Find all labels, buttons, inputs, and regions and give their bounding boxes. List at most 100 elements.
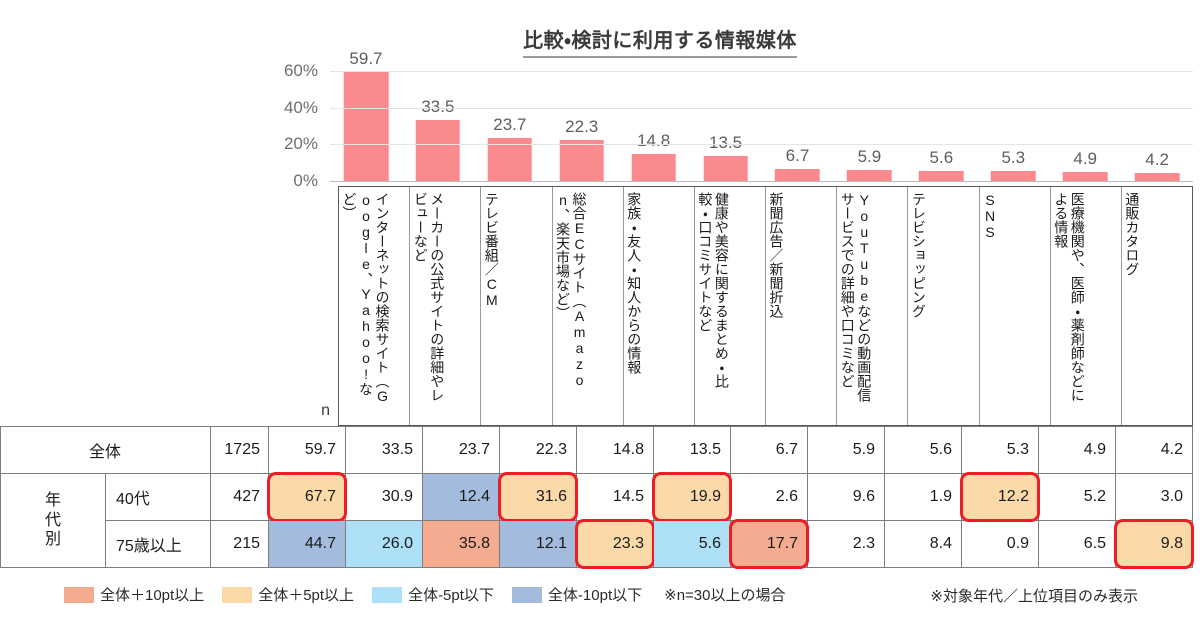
y-axis-tick: 20%	[283, 134, 318, 154]
page-title: 比較・検討に利用する情報媒体	[523, 24, 797, 58]
data-cell: 30.9	[345, 473, 423, 521]
bar-value-label: 14.8	[637, 130, 671, 150]
bar-value-label: 4.9	[1073, 149, 1097, 169]
data-cell: 12.4	[422, 473, 500, 521]
highlight-marker	[1114, 519, 1194, 569]
data-cell: 17.7	[729, 519, 809, 569]
data-cell: 35.8	[422, 520, 500, 568]
data-cell: 9.6	[807, 473, 885, 521]
bar-slot: 59.7	[330, 49, 402, 186]
category-label: 医療機関や、医師・薬剤師などによる情報	[1053, 192, 1086, 402]
row-n-value: 427	[210, 473, 269, 521]
data-cell: 13.5	[653, 426, 731, 474]
data-cell: 22.3	[499, 426, 577, 474]
bar-slot: 13.5	[690, 56, 762, 186]
bar-slot: 5.6	[905, 56, 977, 186]
category-header-cell: 健康や美容に関するまとめ・比較・口コミサイトなど	[695, 187, 767, 425]
bar-value-label: 6.7	[785, 145, 810, 165]
table-body: 全体 1725 59.7 33.5 23.7 22.3 14.8 13.5 6.7 5.9 5.6 5…	[0, 426, 1194, 569]
category-label: 総合ECサイト（Amazon、楽天市場など）	[555, 192, 588, 388]
bar-value-label: 5.9	[857, 147, 882, 167]
legend-swatch	[511, 586, 542, 603]
bar-value-label: 5.6	[929, 147, 954, 167]
category-label: テレビ番組／CM	[483, 192, 500, 308]
bar-slot: 6.7	[762, 56, 834, 186]
bar-slot: 4.2	[1121, 56, 1193, 186]
data-cell: 14.8	[576, 426, 654, 474]
bar	[343, 71, 389, 181]
category-header-cell: 医療機関や、医師・薬剤師などによる情報	[1051, 187, 1122, 425]
category-header-cell: 通販カタログ	[1122, 187, 1192, 425]
bar-value-label: 5.3	[1001, 148, 1026, 168]
bar-value-label: 23.7	[493, 114, 527, 134]
legend-swatch	[372, 586, 403, 603]
category-header-cell: 新聞広告／新聞折込	[766, 187, 838, 425]
data-cell: 44.7	[268, 520, 346, 568]
row-label: 40代	[105, 473, 211, 521]
category-header-cell: SNS	[980, 187, 1051, 425]
category-label: SNS	[982, 192, 999, 240]
highlight-marker	[267, 472, 347, 522]
n-column-header: n	[321, 402, 330, 419]
bar-value-label: 13.5	[709, 133, 743, 153]
bar	[847, 170, 892, 181]
data-cell: 4.9	[1038, 426, 1116, 474]
bar	[775, 168, 820, 181]
bar	[415, 119, 461, 181]
category-header-cell: 総合ECサイト（Amazon、楽天市場など）	[553, 187, 624, 425]
plot-area: 59.7 33.5 23.7 22.3 14.8 13.5 6.7 5.9 5.6 5.3 4.9 4…	[330, 49, 1193, 186]
data-cell: 2.3	[807, 520, 885, 568]
header-left-spacer	[0, 186, 280, 426]
legend-note: ※n=30以上の場合	[664, 587, 786, 604]
data-cell: 31.6	[498, 472, 578, 522]
data-cell: 3.0	[1115, 473, 1193, 521]
data-cell: 23.7	[422, 426, 500, 474]
y-axis-tick: 60%	[283, 61, 318, 81]
legend-items: 全体＋10pt以上 全体＋5pt以上 全体-5pt以下 全体-10pt以下 ※n=30以…	[64, 584, 785, 605]
category-label: メーカーの公式サイトの詳細やレビューなど	[412, 192, 446, 402]
row-label: 75歳以上	[105, 520, 211, 568]
category-label: 新聞広告／新聞折込	[768, 192, 785, 318]
gridline	[330, 181, 1193, 182]
row-label-overall: 全体	[0, 426, 211, 474]
bar-chart: 60% 40% 20% 0% 59.7 33.5 23.7 22.3 14.8 13.5 6.7 5…	[0, 49, 1200, 190]
data-cell: 5.3	[961, 426, 1039, 474]
category-header-cell: テレビショッピング	[908, 187, 980, 425]
row-n-value: 1725	[210, 426, 269, 474]
data-cell: 6.5	[1038, 520, 1116, 568]
data-cell: 26.0	[345, 520, 423, 568]
data-cell: 33.5	[345, 426, 423, 474]
highlight-marker	[729, 519, 809, 569]
data-cell: 5.9	[807, 426, 885, 474]
data-cell: 67.7	[267, 472, 347, 522]
legend-swatch	[64, 586, 94, 603]
data-cell: 5.6	[653, 520, 731, 568]
table-row: 75歳以上 215 44.7 26.0 35.8 12.1 23.3 5.6 17.7 2.3 8.…	[1, 519, 1194, 569]
category-header-cell: テレビ番組／CM	[481, 187, 553, 425]
legend-label: 全体-10pt以下	[547, 587, 643, 604]
bar	[703, 156, 748, 181]
bar-slot: 5.3	[977, 56, 1049, 186]
category-header-cell: 家族・友人・知人からの情報	[624, 187, 695, 425]
y-axis-tick: 0%	[293, 171, 318, 190]
data-table-container: 全体 1725 59.7 33.5 23.7 22.3 14.8 13.5 6.7 5.9 5.6 5…	[0, 426, 1194, 574]
legend-item: 全体-5pt以下	[372, 584, 494, 605]
data-cell: 0.9	[961, 520, 1039, 568]
bar-value-label: 33.5	[421, 96, 455, 116]
bar-slot: 14.8	[618, 56, 690, 186]
legend-label: 全体＋10pt以上	[100, 587, 205, 604]
bar	[919, 170, 964, 181]
data-cell: 9.8	[1114, 519, 1194, 569]
data-cell: 8.4	[884, 520, 962, 568]
bar	[1134, 173, 1180, 181]
category-columns: インターネットの検索サイト（Google、Yahoo!など） メーカーの公式サイト…	[338, 186, 1193, 426]
highlight-marker	[498, 472, 578, 522]
bar	[631, 153, 676, 181]
category-label: 健康や美容に関するまとめ・比較・口コミサイトなど	[697, 192, 730, 388]
bar-slot: 33.5	[402, 56, 474, 186]
data-cell: 19.9	[652, 472, 732, 522]
table-row: 年 代 別 40代 427 67.7 30.9 12.4 31.6 14.5 19.9 2.6 9.…	[0, 472, 1193, 568]
data-cell: 1.9	[884, 473, 962, 521]
row-n-value: 215	[210, 520, 269, 568]
